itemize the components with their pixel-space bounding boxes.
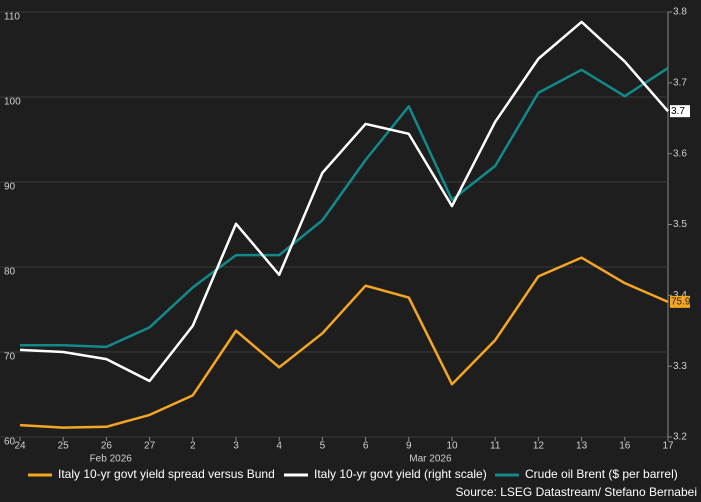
x-tick-label: 11 <box>490 441 501 452</box>
y-tick-label: 110 <box>4 12 20 23</box>
y2-tick-label: 3.8 <box>673 7 687 18</box>
legend-label: Crude oil Brent ($ per barrel) <box>525 467 678 481</box>
series-line <box>19 20 669 383</box>
y-tick-label: 80 <box>4 267 16 278</box>
value-label-box <box>670 295 690 308</box>
x-tick-label: 3 <box>233 441 239 452</box>
x-tick-label: 25 <box>58 441 70 452</box>
y-tick-label: 100 <box>4 97 21 108</box>
x-group-label: Mar 2026 <box>409 454 452 465</box>
x-tick-label: 4 <box>276 441 282 452</box>
x-tick-label: 24 <box>14 441 26 452</box>
x-tick-label: 26 <box>101 441 113 452</box>
x-tick-label: 2 <box>190 441 196 452</box>
y-tick-label: 90 <box>4 182 16 193</box>
x-tick-label: 12 <box>533 441 545 452</box>
x-tick-label: 5 <box>320 441 326 452</box>
x-tick-label: 17 <box>662 441 674 452</box>
y2-tick-label: 3.2 <box>673 432 687 443</box>
x-tick-label: 10 <box>446 441 458 452</box>
legend-label: Italy 10-yr govt yield (right scale) <box>314 467 487 481</box>
source: Source: LSEG Datastream/ Stefano Bernabe… <box>456 485 697 499</box>
y2-tick-label: 3.6 <box>673 148 687 159</box>
y2-tick-label: 3.3 <box>673 361 687 372</box>
value-label: 75.9 <box>671 296 691 307</box>
x-tick-label: 13 <box>576 441 588 452</box>
x-tick-label: 27 <box>144 441 156 452</box>
y2-tick-label: 3.4 <box>673 290 687 301</box>
x-group-label: Feb 2026 <box>90 454 133 465</box>
value-label-box <box>670 105 690 118</box>
series-line <box>20 67 669 349</box>
legend-label: Italy 10-yr govt yield spread versus Bun… <box>58 467 275 481</box>
y2-tick-label: 3.5 <box>673 219 687 230</box>
y-tick-label: 60 <box>4 437 16 448</box>
x-tick-label: 6 <box>363 441 369 452</box>
x-tick-label: 9 <box>406 441 412 452</box>
series-line <box>19 256 669 429</box>
value-label: 3.7 <box>671 106 685 117</box>
y2-tick-label: 3.7 <box>673 77 687 88</box>
x-tick-label: 16 <box>619 441 631 452</box>
y-tick-label: 70 <box>4 352 16 363</box>
